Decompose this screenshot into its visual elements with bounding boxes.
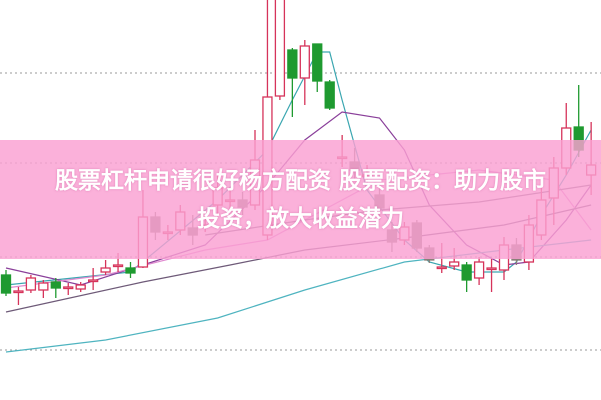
candle-body — [461, 264, 472, 281]
candle-body — [63, 286, 74, 290]
candle-body — [75, 284, 86, 290]
title-line-1: 股票杠杆申请很好杨方配资 股票配资：助力股市 — [54, 168, 546, 194]
candle-body — [299, 45, 310, 79]
candle-body — [88, 279, 99, 283]
candle-body — [13, 290, 24, 294]
candle-body — [50, 281, 61, 289]
candle-body — [287, 49, 298, 79]
candle-body — [274, 0, 286, 97]
candle-body — [486, 267, 497, 271]
candle-body — [0, 274, 12, 294]
title-banner — [0, 140, 601, 259]
candle-body — [324, 81, 335, 109]
candle-body — [112, 264, 124, 268]
candle-body — [25, 277, 37, 291]
candle-body — [125, 267, 136, 274]
article-title: 股票杠杆申请很好杨方配资 股票配资：助力股市 投资，放大收益潜力 — [0, 162, 601, 238]
candle-body — [100, 267, 111, 273]
candle-body — [436, 266, 447, 270]
candle-body — [312, 43, 323, 82]
candle-body — [449, 261, 460, 267]
candle-body — [38, 282, 49, 291]
candle-body — [473, 261, 485, 279]
title-line-2: 投资，放大收益潜力 — [197, 206, 404, 232]
